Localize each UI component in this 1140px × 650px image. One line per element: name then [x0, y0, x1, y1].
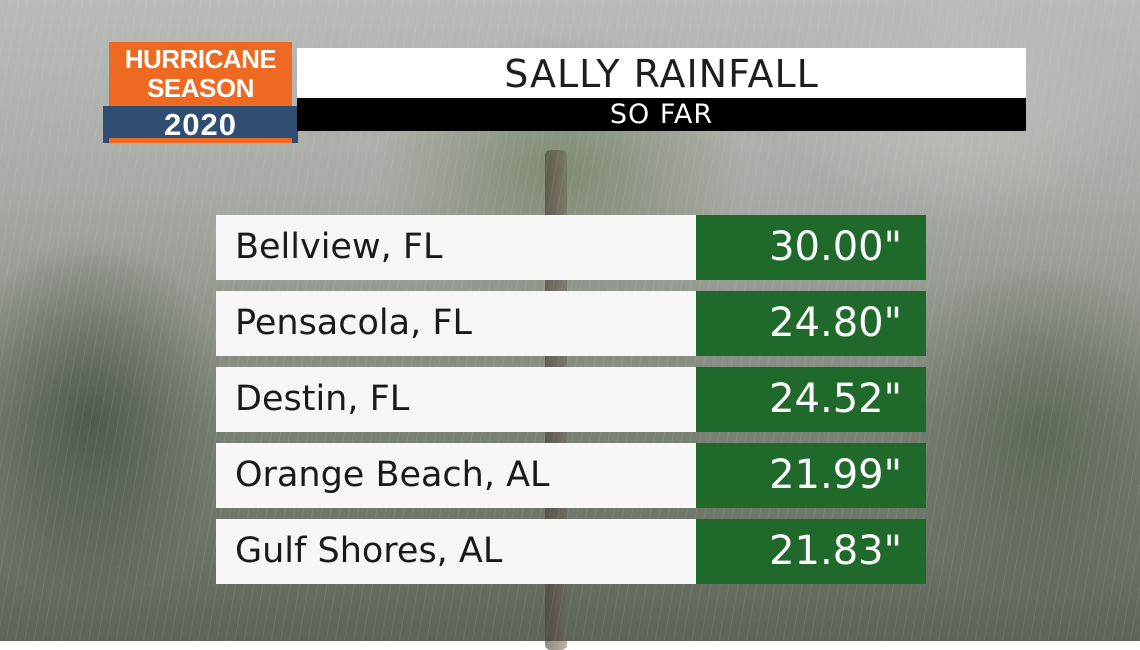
rainfall-amount: 21.83": [696, 519, 926, 584]
rainfall-row: Gulf Shores, AL 21.83": [216, 519, 926, 584]
location-name: Gulf Shores, AL: [216, 519, 696, 584]
location-name: Bellview, FL: [216, 215, 696, 280]
location-name: Orange Beach, AL: [216, 443, 696, 508]
location-name: Pensacola, FL: [216, 291, 696, 356]
logo-line-1: HURRICANE: [124, 44, 277, 74]
logo-top-block: HURRICANE SEASON: [109, 42, 292, 106]
hurricane-season-logo: HURRICANE SEASON 2020: [103, 42, 298, 143]
rainfall-row: Pensacola, FL 24.80": [216, 291, 926, 356]
logo-line-2: SEASON: [147, 73, 254, 103]
rainfall-row: Orange Beach, AL 21.99": [216, 443, 926, 508]
rainfall-row: Bellview, FL 30.00": [216, 215, 926, 280]
subtitle: SO FAR: [297, 98, 1026, 131]
title: SALLY RAINFALL: [297, 48, 1026, 98]
location-name: Destin, FL: [216, 367, 696, 432]
rainfall-row: Destin, FL 24.52": [216, 367, 926, 432]
logo-year: 2020: [103, 106, 298, 143]
rainfall-amount: 24.80": [696, 291, 926, 356]
rainfall-amount: 24.52": [696, 367, 926, 432]
rainfall-amount: 30.00": [696, 215, 926, 280]
rainfall-amount: 21.99": [696, 443, 926, 508]
